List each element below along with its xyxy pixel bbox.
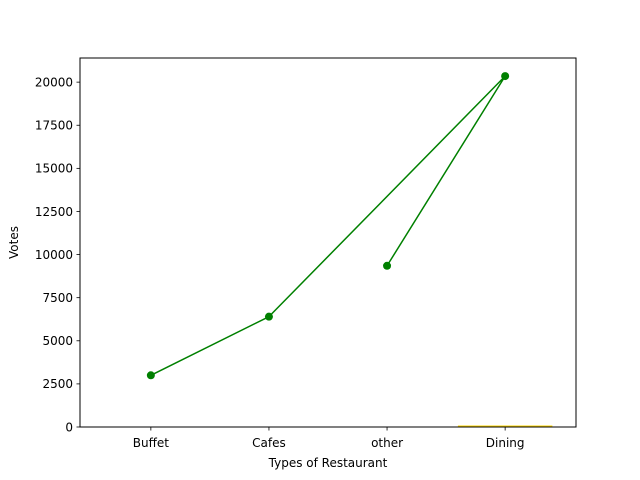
- x-tick-label-other: other: [371, 436, 403, 450]
- y-tick-label-17500: 17500: [35, 119, 73, 133]
- x-tick-label-buffet: Buffet: [133, 436, 169, 450]
- y-tick-label-5000: 5000: [42, 334, 73, 348]
- x-tick-label-cafes: Cafes: [252, 436, 286, 450]
- point-cafes: [264, 312, 273, 321]
- y-tick-label-2500: 2500: [42, 377, 73, 391]
- x-tick-label-dining: Dining: [486, 436, 525, 450]
- y-tick-label-12500: 12500: [35, 205, 73, 219]
- y-tick-label-7500: 7500: [42, 291, 73, 305]
- y-tick-label-0: 0: [65, 420, 73, 434]
- point-other: [383, 261, 392, 270]
- y-tick-label-20000: 20000: [35, 75, 73, 89]
- y-axis-label: Votes: [7, 226, 21, 259]
- point-dining: [501, 72, 510, 81]
- y-tick-label-10000: 10000: [35, 248, 73, 262]
- y-tick-label-15000: 15000: [35, 162, 73, 176]
- axes-frame: [79, 57, 577, 428]
- bar-dining: [457, 425, 553, 427]
- x-axis-label: Types of Restaurant: [268, 456, 388, 470]
- point-buffet: [146, 371, 155, 380]
- votes-series-line: [150, 75, 506, 376]
